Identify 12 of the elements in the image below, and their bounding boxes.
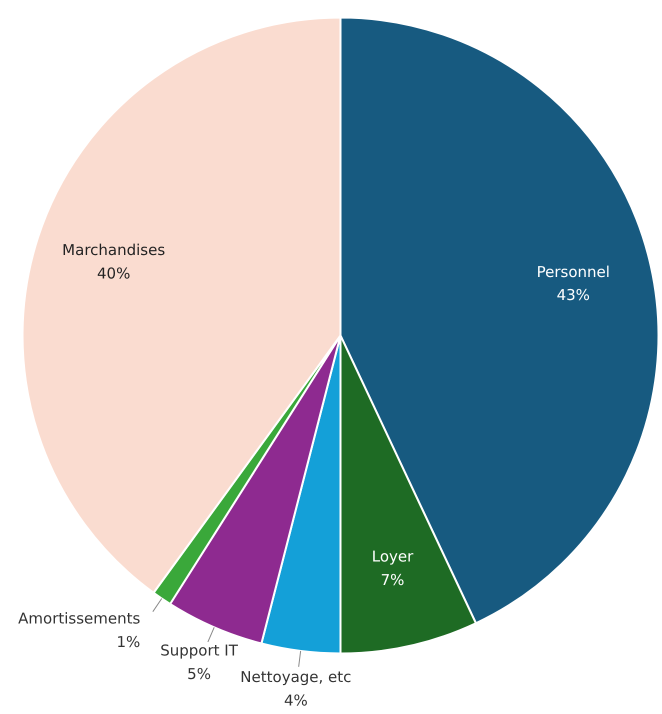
data-label: 5%	[187, 665, 211, 684]
data-label: 4%	[284, 692, 308, 710]
data-label: 43%	[556, 286, 590, 304]
data-label: 1%	[116, 632, 140, 651]
data-label: 40%	[97, 264, 130, 282]
slice-label: Personnel	[536, 262, 610, 281]
slice-label: Nettoyage, etc	[240, 668, 352, 686]
slice-label: Amortissements	[18, 609, 140, 628]
data-label: 7%	[380, 570, 404, 589]
slice-label: Support IT	[160, 642, 239, 660]
slice-label: Loyer	[372, 548, 414, 566]
slice-label: Marchandises	[62, 241, 166, 260]
